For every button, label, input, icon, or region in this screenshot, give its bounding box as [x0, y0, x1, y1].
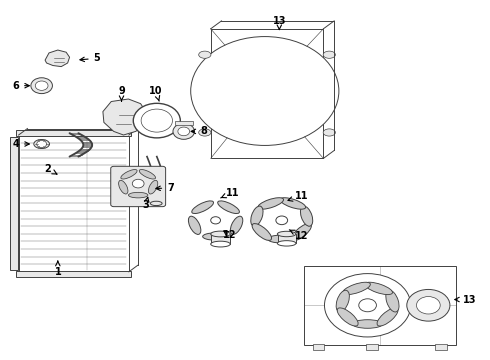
Bar	[278, 234, 296, 243]
Text: 10: 10	[149, 86, 163, 101]
Circle shape	[407, 289, 450, 321]
Circle shape	[359, 299, 376, 312]
Bar	[10, 137, 18, 270]
Ellipse shape	[189, 216, 201, 234]
Circle shape	[324, 274, 411, 337]
Text: 6: 6	[12, 81, 29, 91]
Ellipse shape	[280, 198, 306, 209]
Circle shape	[173, 123, 195, 139]
Circle shape	[37, 140, 47, 148]
Text: 11: 11	[220, 188, 240, 198]
Circle shape	[211, 217, 220, 224]
Circle shape	[416, 297, 440, 314]
Bar	[367, 344, 378, 350]
Text: 12: 12	[289, 230, 308, 241]
Text: 11: 11	[288, 191, 308, 201]
Text: 3: 3	[143, 197, 149, 210]
Ellipse shape	[211, 241, 230, 247]
Bar	[175, 121, 193, 125]
Polygon shape	[45, 50, 70, 67]
Circle shape	[133, 103, 180, 138]
Ellipse shape	[34, 139, 49, 148]
Text: 9: 9	[118, 86, 125, 101]
Polygon shape	[103, 99, 147, 135]
Ellipse shape	[203, 233, 228, 240]
Ellipse shape	[192, 201, 214, 213]
Text: 8: 8	[191, 126, 207, 136]
Circle shape	[35, 81, 48, 90]
Bar	[16, 271, 131, 277]
Ellipse shape	[277, 240, 296, 246]
Text: 7: 7	[156, 183, 174, 193]
Ellipse shape	[300, 206, 313, 226]
Circle shape	[31, 78, 52, 94]
Bar	[211, 234, 230, 244]
Ellipse shape	[211, 231, 230, 237]
Ellipse shape	[323, 51, 336, 58]
Ellipse shape	[268, 235, 296, 243]
Ellipse shape	[343, 282, 370, 294]
Ellipse shape	[258, 198, 284, 209]
Ellipse shape	[139, 170, 155, 179]
Text: 13: 13	[455, 294, 476, 305]
Ellipse shape	[277, 231, 296, 237]
Text: 2: 2	[45, 164, 57, 174]
Bar	[313, 344, 324, 350]
Ellipse shape	[337, 308, 358, 326]
Bar	[19, 135, 129, 272]
Ellipse shape	[352, 320, 383, 328]
Circle shape	[132, 179, 144, 188]
FancyBboxPatch shape	[111, 166, 166, 207]
Ellipse shape	[323, 129, 336, 136]
Circle shape	[178, 127, 190, 136]
Ellipse shape	[199, 51, 211, 58]
Ellipse shape	[148, 180, 158, 194]
Ellipse shape	[336, 290, 349, 312]
Ellipse shape	[252, 224, 271, 240]
Text: 13: 13	[272, 16, 286, 30]
Text: 4: 4	[12, 139, 29, 149]
Ellipse shape	[230, 216, 243, 234]
Ellipse shape	[119, 180, 128, 194]
Ellipse shape	[199, 129, 211, 136]
Text: 12: 12	[222, 230, 236, 240]
Ellipse shape	[128, 192, 148, 198]
Bar	[435, 344, 447, 350]
Ellipse shape	[121, 170, 137, 179]
Ellipse shape	[365, 282, 392, 294]
Ellipse shape	[377, 308, 398, 326]
Bar	[211, 29, 323, 158]
Text: 1: 1	[54, 261, 61, 277]
Ellipse shape	[150, 201, 162, 206]
Bar	[16, 130, 131, 136]
Circle shape	[276, 216, 288, 225]
Circle shape	[191, 37, 339, 145]
Bar	[304, 266, 456, 345]
Ellipse shape	[251, 206, 263, 226]
Circle shape	[141, 109, 172, 132]
Text: 5: 5	[80, 53, 100, 63]
Ellipse shape	[218, 201, 240, 213]
Ellipse shape	[292, 224, 311, 240]
Ellipse shape	[386, 290, 399, 312]
